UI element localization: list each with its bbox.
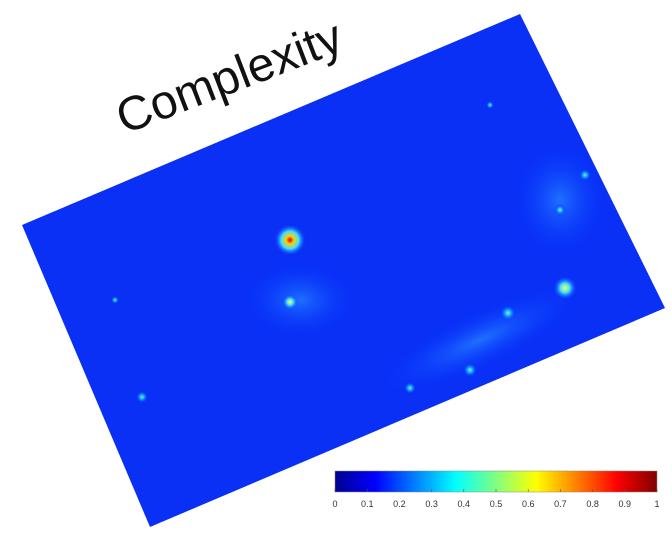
chart: Complexity 00.10.20.30.40.50.60.70.80.91 (0, 0, 672, 534)
colorbar-tick-label: 0.6 (522, 499, 535, 509)
colorbar-tick-label: 0.4 (458, 499, 471, 509)
colorbar-tick-label: 0.8 (586, 499, 599, 509)
colorbar-tick-label: 0.5 (490, 499, 503, 509)
colorbar-tick-label: 0.3 (425, 499, 438, 509)
colorbar-tick-label: 0.9 (619, 499, 632, 509)
colorbar: 0 0.1 0.2 0.3 0.4 0.5 0.6 0.7 0.8 0.9 1 (332, 471, 659, 509)
colorbar-tick-label: 0 (332, 499, 337, 509)
colorbar-gradient (335, 471, 657, 492)
colorbar-tick-label: 0.2 (393, 499, 406, 509)
colorbar-tick-label: 0.1 (361, 499, 374, 509)
colorbar-tick-label: 1 (654, 499, 659, 509)
colorbar-tick-label: 0.7 (554, 499, 567, 509)
